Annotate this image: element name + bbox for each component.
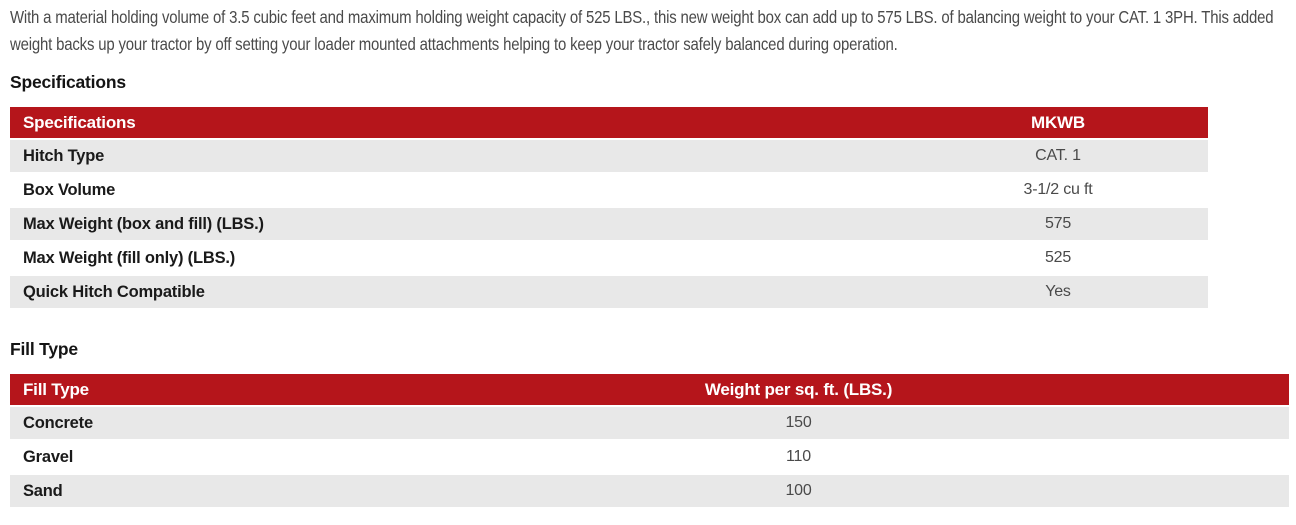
fill-type-header-value: Weight per sq. ft. (LBS.) [704, 379, 893, 399]
spec-row-value: 575 [1044, 215, 1072, 232]
fill-type-section-heading: Fill Type [10, 339, 78, 359]
specifications-table-header-row: Specifications MKWB [10, 107, 1208, 138]
fill-type-row-label: Concrete [23, 413, 93, 432]
product-specs-page: With a material holding volume of 3.5 cu… [10, 7, 1289, 507]
table-row: Gravel 110 [10, 441, 1289, 473]
specifications-header-label: Specifications [23, 112, 136, 132]
fill-type-row-value: 100 [785, 482, 812, 499]
spec-row-value: CAT. 1 [1035, 147, 1081, 164]
table-row: Max Weight (box and fill) (LBS.) 575 [10, 208, 1208, 240]
fill-type-row-label: Gravel [23, 447, 74, 466]
specifications-header-value: MKWB [1031, 112, 1085, 132]
table-row: Box Volume 3-1/2 cu ft [10, 174, 1208, 206]
spec-row-label: Max Weight (fill only) (LBS.) [23, 248, 236, 267]
spec-row-value: 3-1/2 cu ft [1023, 181, 1093, 198]
spec-row-value: 525 [1044, 249, 1072, 266]
fill-type-table-header-row: Fill Type Weight per sq. ft. (LBS.) [10, 374, 1289, 405]
table-row: Sand 100 [10, 475, 1289, 507]
fill-type-row-value: 150 [785, 414, 812, 431]
specifications-table: Specifications MKWB Hitch Type CAT. 1 Bo… [10, 107, 1208, 308]
spec-row-label: Max Weight (box and fill) (LBS.) [23, 214, 264, 233]
spec-row-value: Yes [1045, 283, 1071, 300]
spec-row-label: Quick Hitch Compatible [23, 282, 205, 301]
fill-type-row-label: Sand [23, 481, 63, 500]
table-row: Concrete 150 [10, 407, 1289, 439]
table-row: Hitch Type CAT. 1 [10, 140, 1208, 172]
table-row: Max Weight (fill only) (LBS.) 525 [10, 242, 1208, 274]
spec-row-label: Box Volume [23, 180, 116, 199]
intro-paragraph: With a material holding volume of 3.5 cu… [10, 7, 1274, 54]
table-row: Quick Hitch Compatible Yes [10, 276, 1208, 308]
fill-type-header-label: Fill Type [23, 379, 89, 399]
fill-type-row-value: 110 [786, 448, 811, 465]
specifications-section-heading: Specifications [10, 72, 126, 92]
fill-type-table: Fill Type Weight per sq. ft. (LBS.) Conc… [10, 374, 1289, 507]
spec-row-label: Hitch Type [23, 146, 105, 165]
